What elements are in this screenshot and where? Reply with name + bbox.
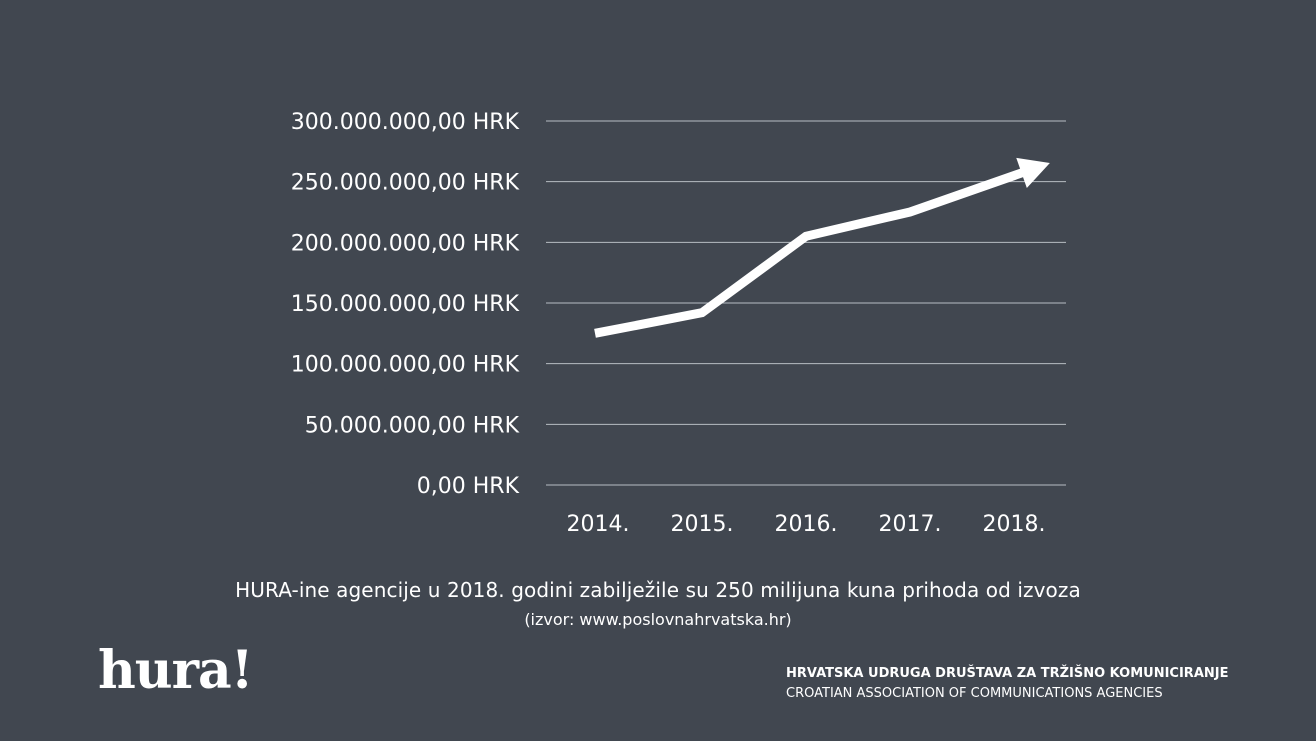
series-line <box>594 167 1027 338</box>
organization-name-hr: HRVATSKA UDRUGA DRUŠTAVA ZA TRŽIŠNO KOMU… <box>786 666 1229 681</box>
y-tick-label: 300.000.000,00 HRK <box>291 110 520 135</box>
x-tick-label: 2017. <box>879 512 942 537</box>
hura-logo: hura! <box>98 640 254 701</box>
x-tick-label: 2018. <box>983 512 1046 537</box>
arrow-head <box>1016 157 1050 189</box>
y-axis-ticks: 300.000.000,00 HRK 250.000.000,00 HRK 200.… <box>291 110 520 499</box>
grid-lines <box>546 120 1066 486</box>
x-axis-ticks: 2014. 2015. 2016. 2017. 2018. <box>567 512 1046 537</box>
y-tick-label: 200.000.000,00 HRK <box>291 231 520 256</box>
organization-name: HRVATSKA UDRUGA DRUŠTAVA ZA TRŽIŠNO KOMU… <box>786 664 1228 704</box>
x-tick-label: 2015. <box>671 512 734 537</box>
chart-source: (izvor: www.poslovnahrvatska.hr) <box>524 610 792 629</box>
x-tick-label: 2016. <box>775 512 838 537</box>
revenue-line-chart: 300.000.000,00 HRK 250.000.000,00 HRK 200.… <box>291 110 1066 537</box>
y-tick-label: 250.000.000,00 HRK <box>291 171 520 196</box>
chart-caption: HURA-ine agencije u 2018. godini zabilje… <box>235 578 1081 602</box>
y-tick-label: 0,00 HRK <box>417 474 520 499</box>
y-tick-label: 150.000.000,00 HRK <box>291 292 520 317</box>
series-group <box>594 157 1050 338</box>
x-tick-label: 2014. <box>567 512 630 537</box>
y-tick-label: 100.000.000,00 HRK <box>291 353 520 378</box>
organization-name-en: CROATIAN ASSOCIATION OF COMMUNICATIONS A… <box>786 686 1163 701</box>
y-tick-label: 50.000.000,00 HRK <box>305 413 520 438</box>
